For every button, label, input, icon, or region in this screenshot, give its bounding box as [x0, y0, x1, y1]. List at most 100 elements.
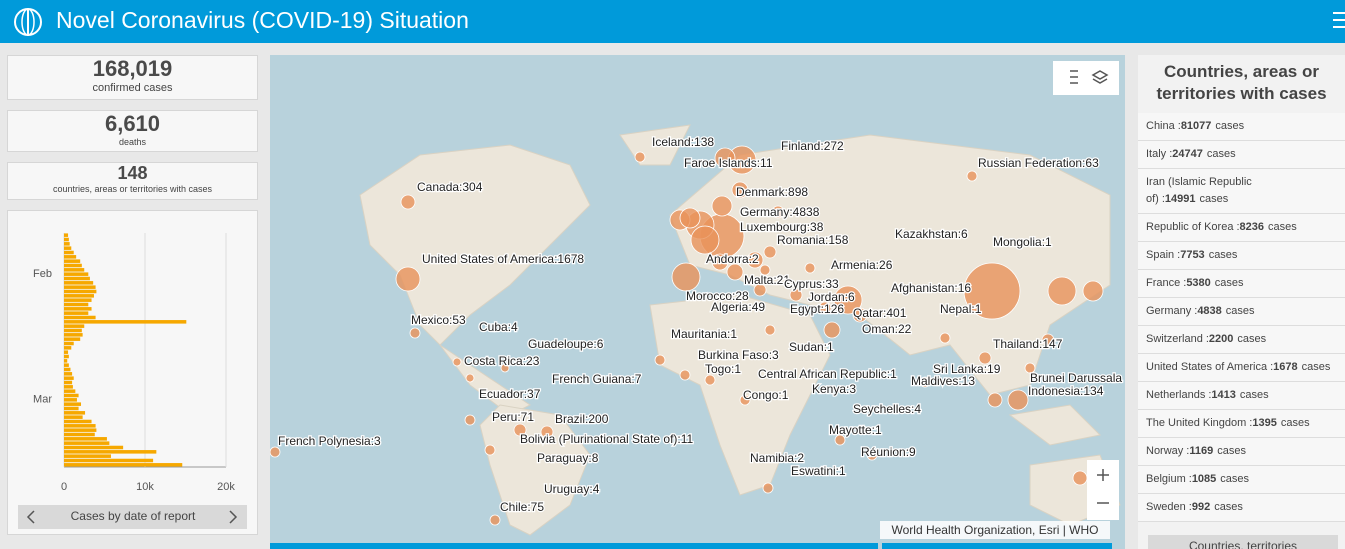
header: Novel Coronavirus (COVID-19) Situation: [0, 0, 1345, 43]
zoom-icons[interactable]: [1097, 469, 1109, 504]
country-name: Netherlands: [1146, 389, 1206, 401]
list-footer[interactable]: Countries, territories: [1148, 535, 1338, 549]
case-bubble: [818, 301, 832, 315]
case-bubble: [939, 332, 951, 344]
bar: [64, 389, 76, 393]
list-item[interactable]: Republic of Korea:8236 cases: [1138, 214, 1345, 242]
case-bubble: [500, 363, 510, 373]
bar: [64, 463, 183, 467]
chart-caption: Cases by date of report: [71, 509, 196, 523]
unit: cases: [1268, 221, 1297, 233]
bar: [64, 372, 73, 376]
list-item[interactable]: France:5380 cases: [1138, 270, 1345, 298]
map-label: Congo:1: [743, 388, 789, 402]
map-label: Brazil:200: [555, 412, 609, 426]
case-bubble: [513, 423, 527, 437]
case-bubble: [753, 283, 767, 297]
case-bubble: [1024, 362, 1036, 374]
bar: [64, 419, 92, 424]
map-label: Finland:272: [781, 139, 844, 153]
map-label: Mauritania:1: [671, 327, 737, 341]
unit: cases: [1215, 120, 1245, 132]
case-bubble: [690, 225, 720, 255]
map-label: Egypt:126: [790, 302, 844, 316]
map-label: French Guiana:7: [552, 372, 642, 386]
map-label: Bolivia (Plurinational State of):11: [520, 432, 694, 446]
chart-pager[interactable]: Cases by date of report: [18, 505, 248, 529]
map-label: Cyprus:33: [784, 277, 839, 291]
bar: [64, 333, 83, 337]
case-bubble: [704, 374, 716, 386]
map-label: Maldives:13: [911, 374, 975, 388]
bar: [64, 424, 96, 428]
list-item[interactable]: Iran (Islamic Republic of):14991 cases: [1138, 169, 1345, 214]
country-name: Switzerland: [1146, 333, 1203, 345]
list-item[interactable]: Netherlands:1413 cases: [1138, 382, 1345, 410]
list-item[interactable]: The United Kingdom:1395 cases: [1138, 410, 1345, 438]
list-item[interactable]: Sweden:992 cases: [1138, 494, 1345, 522]
list-item[interactable]: United States of America:1678 cases: [1138, 354, 1345, 382]
map-label: Mexico:53: [411, 313, 466, 327]
separator: :: [1177, 120, 1181, 132]
list-item[interactable]: Germany:4838 cases: [1138, 298, 1345, 326]
map[interactable]: World Health Organization, Esri | WHO Ic…: [270, 55, 1125, 549]
map-label: Afghanistan:16: [891, 281, 971, 295]
map-label: Réunion:9: [861, 445, 916, 459]
list-item[interactable]: Italy:24747 cases: [1138, 141, 1345, 169]
bar: [64, 441, 110, 445]
bar: [64, 276, 90, 281]
case-bubble: [464, 414, 476, 426]
case-count: 8236: [1239, 221, 1264, 233]
bar: [64, 281, 94, 285]
list-item[interactable]: Spain:7753 cases: [1138, 242, 1345, 270]
bar: [64, 337, 81, 341]
case-bubble: [804, 262, 816, 274]
bar: [64, 393, 79, 398]
case-bubble: [395, 266, 421, 292]
case-bubble: [654, 354, 666, 366]
country-list: Countries, areas or territories with cas…: [1138, 55, 1345, 549]
bar: [64, 445, 124, 450]
map-tool-icons[interactable]: [1070, 70, 1109, 84]
case-count: 992: [1191, 501, 1211, 513]
case-bubble: [978, 351, 992, 365]
case-count: 1678: [1273, 361, 1298, 373]
case-bubble: [634, 151, 646, 163]
separator: :: [1177, 249, 1181, 261]
menu-button[interactable]: [1333, 11, 1345, 31]
map-label: Ecuador:37: [479, 387, 541, 401]
case-bubble: [763, 245, 777, 259]
bar: [64, 432, 95, 437]
country-name: France: [1146, 277, 1181, 289]
case-bubble: [452, 357, 462, 367]
bar: [64, 346, 72, 350]
case-bubble: [759, 264, 771, 276]
map-label: Seychelles:4: [853, 402, 921, 416]
unit: cases: [1208, 249, 1238, 261]
case-bubble: [739, 394, 751, 406]
map-label: Indonesia:134: [1028, 384, 1104, 398]
map-label: Mayotte:1: [829, 423, 882, 437]
bar: [64, 402, 82, 406]
map-label: Andorra:2: [706, 252, 759, 266]
map-toolbar[interactable]: [1053, 61, 1119, 95]
map-label: United States of America:1678: [422, 252, 584, 266]
bar: [64, 458, 154, 463]
bar: [64, 289, 97, 294]
case-bubble: [714, 147, 736, 169]
bar: [64, 359, 68, 363]
list-item[interactable]: Belgium:1085 cases: [1138, 466, 1345, 494]
list-item[interactable]: Switzerland:2200 cases: [1138, 326, 1345, 354]
stat-value: 148: [117, 163, 148, 183]
case-bubble: [852, 307, 868, 323]
unit: cases: [1199, 193, 1229, 205]
list-item[interactable]: Norway:1169 cases: [1138, 438, 1345, 466]
case-count: 4838: [1197, 305, 1222, 317]
map-label: Peru:71: [492, 410, 534, 424]
case-count: 7753: [1180, 249, 1205, 261]
country-name: Norway: [1146, 445, 1184, 457]
bar: [64, 376, 74, 380]
bar: [64, 380, 73, 385]
list-item[interactable]: China:81077 cases: [1138, 113, 1345, 141]
map-label: Canada:304: [417, 180, 483, 194]
